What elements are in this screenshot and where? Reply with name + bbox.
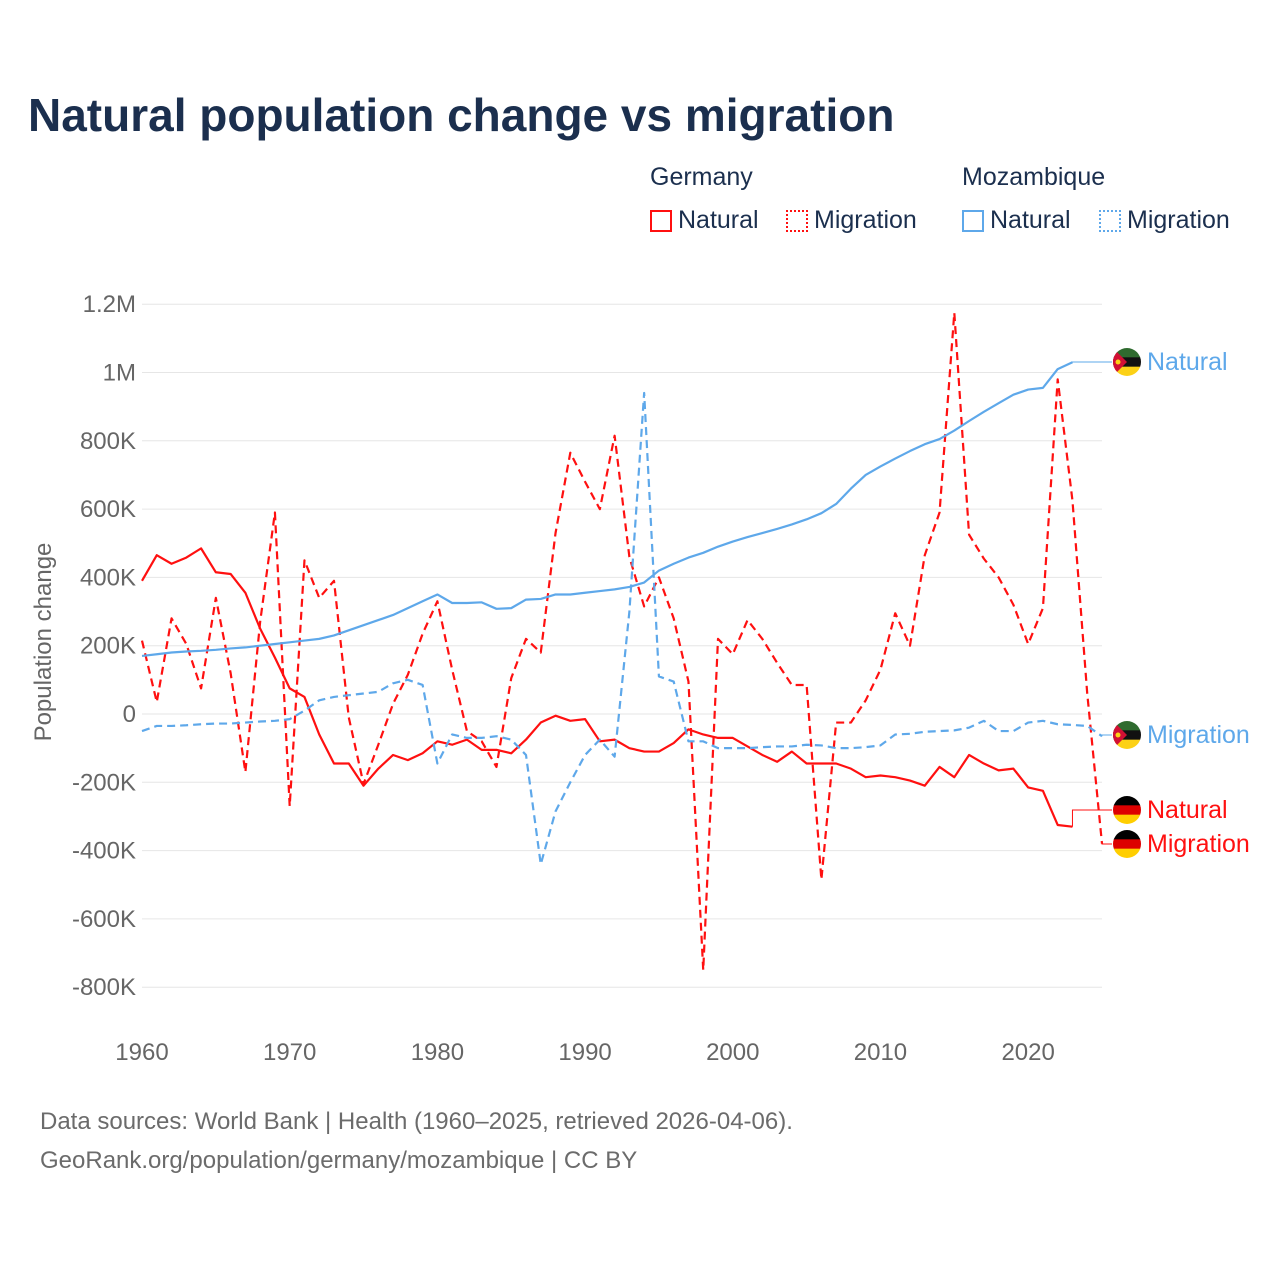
footer-sources: Data sources: World Bank | Health (1960–… bbox=[40, 1108, 793, 1135]
y-tick-label: 1M bbox=[103, 360, 136, 387]
legend-mozambique-natural[interactable]: Natural bbox=[962, 206, 1071, 235]
label-connector bbox=[1101, 734, 1112, 737]
flag-stripe bbox=[1113, 839, 1141, 850]
chart-title: Natural population change vs migration bbox=[28, 89, 895, 141]
y-tick-label: 800K bbox=[80, 428, 136, 455]
flag-stripe bbox=[1113, 739, 1141, 749]
x-tick-label: 2000 bbox=[706, 1039, 759, 1066]
germany-flag-icon bbox=[1113, 796, 1141, 824]
mozambique-flag-icon bbox=[1113, 348, 1141, 376]
legend-germany-natural[interactable]: Natural bbox=[650, 206, 759, 235]
legend-swatch-dotted bbox=[1099, 209, 1121, 232]
flag-stripe bbox=[1113, 805, 1141, 816]
legend-mozambique-migration[interactable]: Migration bbox=[1099, 206, 1230, 235]
flag-stripe bbox=[1113, 730, 1141, 741]
end-label: Natural bbox=[1147, 796, 1228, 824]
x-tick-label: 1960 bbox=[115, 1039, 168, 1066]
legend-label: Natural bbox=[990, 206, 1071, 234]
flag-star bbox=[1115, 732, 1121, 738]
flag-stripe bbox=[1113, 721, 1141, 731]
germany-flag-icon bbox=[1113, 830, 1141, 858]
y-tick-label: 400K bbox=[80, 564, 136, 591]
y-tick-label: 600K bbox=[80, 496, 136, 523]
legend-label: Migration bbox=[814, 206, 917, 234]
mozambique-flag-icon bbox=[1113, 721, 1141, 749]
flag-stripe bbox=[1113, 848, 1141, 858]
x-tick-label: 1970 bbox=[263, 1039, 316, 1066]
y-tick-label: 1.2M bbox=[83, 291, 136, 318]
y-tick-label: 200K bbox=[80, 633, 136, 660]
y-tick-label: 0 bbox=[123, 701, 136, 728]
end-label: Migration bbox=[1147, 721, 1250, 749]
label-connector bbox=[1071, 809, 1112, 827]
y-axis-label: Population change bbox=[30, 543, 57, 742]
series-line-mozambique-migration bbox=[141, 391, 1103, 866]
y-tick-label: -600K bbox=[72, 906, 136, 933]
flag-stripe bbox=[1113, 348, 1141, 358]
series-line-germany-migration bbox=[140, 311, 1104, 972]
end-label: Migration bbox=[1147, 830, 1250, 858]
flag-stripe bbox=[1113, 357, 1141, 368]
y-tick-label: -800K bbox=[72, 974, 136, 1001]
legend-swatch-solid bbox=[650, 209, 672, 232]
x-tick-label: 2020 bbox=[1001, 1039, 1054, 1066]
flag-star bbox=[1115, 359, 1121, 365]
legend-label: Migration bbox=[1127, 206, 1230, 234]
x-tick-label: 1990 bbox=[558, 1039, 611, 1066]
x-tick-label: 1980 bbox=[411, 1039, 464, 1066]
legend-swatch-dotted bbox=[786, 209, 808, 232]
flag-stripe bbox=[1113, 796, 1141, 806]
end-label: Natural bbox=[1147, 348, 1228, 376]
footer-link[interactable]: GeoRank.org/population/germany/mozambiqu… bbox=[40, 1147, 638, 1174]
legend-group-germany: Germany bbox=[650, 163, 753, 191]
y-tick-label: -200K bbox=[72, 769, 136, 796]
legend-group-mozambique: Mozambique bbox=[962, 163, 1106, 191]
legend-swatch-solid bbox=[962, 209, 984, 232]
flag-stripe bbox=[1113, 814, 1141, 824]
flag-stripe bbox=[1113, 830, 1141, 840]
y-tick-label: -400K bbox=[72, 838, 136, 865]
flag-stripe bbox=[1113, 366, 1141, 376]
series-line-mozambique-natural bbox=[141, 361, 1073, 658]
legend-germany-migration[interactable]: Migration bbox=[786, 206, 917, 235]
legend-label: Natural bbox=[678, 206, 759, 234]
x-tick-label: 2010 bbox=[854, 1039, 907, 1066]
